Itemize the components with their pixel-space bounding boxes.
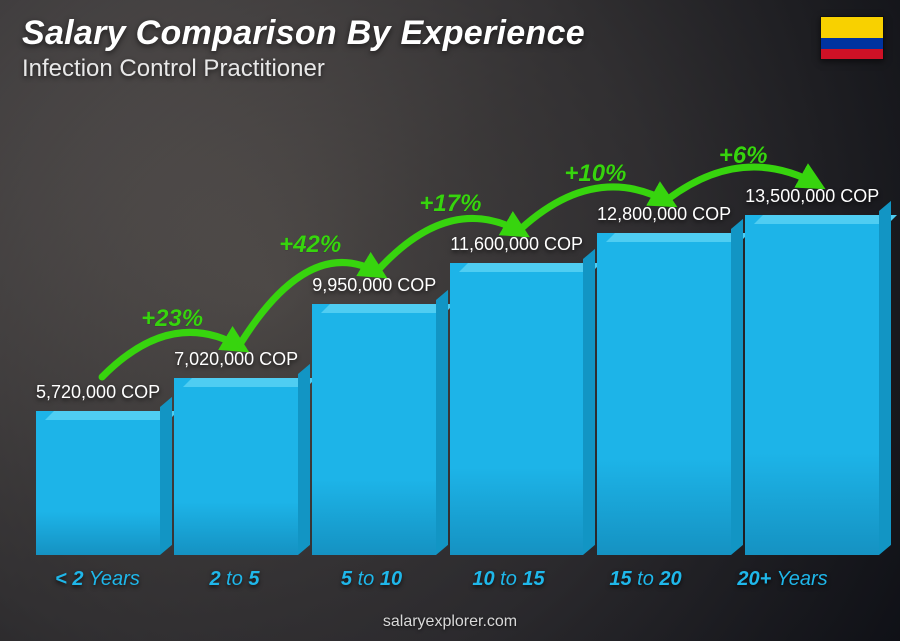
- footer-attribution: salaryexplorer.com: [0, 613, 900, 631]
- bar-value-label: 13,500,000 COP: [745, 186, 879, 207]
- bar: 11,600,000 COP: [450, 234, 583, 555]
- bar-shape: [312, 304, 436, 555]
- bar: 9,950,000 COP: [312, 275, 436, 555]
- infographic-canvas: Salary Comparison By Experience Infectio…: [0, 0, 900, 641]
- bar: 7,020,000 COP: [174, 349, 298, 555]
- x-axis-label: 20+ Years: [721, 568, 844, 591]
- title: Salary Comparison By Experience: [22, 14, 810, 53]
- flag-stripe: [821, 17, 883, 38]
- header: Salary Comparison By Experience Infectio…: [22, 14, 810, 83]
- bar-shape: [36, 411, 160, 555]
- x-axis-label: < 2 Years: [36, 568, 159, 591]
- bar-value-label: 7,020,000 COP: [174, 349, 298, 370]
- bars-container: 5,720,000 COP 7,020,000 COP 9,950,000 COP 1…: [30, 115, 850, 555]
- bar-value-label: 11,600,000 COP: [450, 234, 583, 255]
- bar-shape: [597, 233, 731, 555]
- x-axis-label: 15 to 20: [584, 568, 707, 591]
- bar-shape: [450, 263, 583, 555]
- bar: 12,800,000 COP: [597, 204, 731, 555]
- flag-stripe: [821, 49, 883, 60]
- bar: 13,500,000 COP: [745, 186, 879, 555]
- flag-colombia: [820, 16, 884, 60]
- x-axis-label: 5 to 10: [310, 568, 433, 591]
- x-axis-label: 2 to 5: [173, 568, 296, 591]
- bar-shape: [174, 378, 298, 555]
- bar: 5,720,000 COP: [36, 382, 160, 555]
- bar-value-label: 9,950,000 COP: [312, 275, 436, 296]
- x-axis-label: 10 to 15: [447, 568, 570, 591]
- bar-shape: [745, 215, 879, 555]
- bar-value-label: 12,800,000 COP: [597, 204, 731, 225]
- subtitle: Infection Control Practitioner: [22, 55, 810, 83]
- x-axis-labels: < 2 Years 2 to 5 5 to 10 10 to 15 15 to 20 20…: [30, 568, 850, 591]
- bar-value-label: 5,720,000 COP: [36, 382, 160, 403]
- flag-stripe: [821, 38, 883, 49]
- bar-chart: 5,720,000 COP 7,020,000 COP 9,950,000 COP 1…: [30, 91, 850, 591]
